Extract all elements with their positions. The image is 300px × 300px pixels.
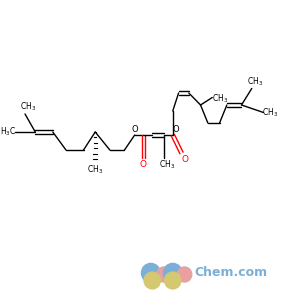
Circle shape [164,263,182,283]
Text: CH$_3$: CH$_3$ [262,106,278,119]
Circle shape [144,272,160,289]
Text: CH$_3$: CH$_3$ [212,92,228,105]
Circle shape [177,267,192,282]
Text: CH$_3$: CH$_3$ [159,159,176,171]
Text: O: O [140,160,147,169]
Circle shape [157,267,171,282]
Circle shape [165,272,181,289]
Text: H$_3$C: H$_3$C [0,126,16,138]
Text: Chem.com: Chem.com [195,266,268,280]
Text: CH$_3$: CH$_3$ [247,76,263,88]
Text: O: O [173,125,180,134]
Text: CH$_3$: CH$_3$ [87,163,103,176]
Text: CH$_3$: CH$_3$ [20,100,36,113]
Circle shape [142,263,160,283]
Text: O: O [182,155,188,164]
Text: O: O [131,125,138,134]
